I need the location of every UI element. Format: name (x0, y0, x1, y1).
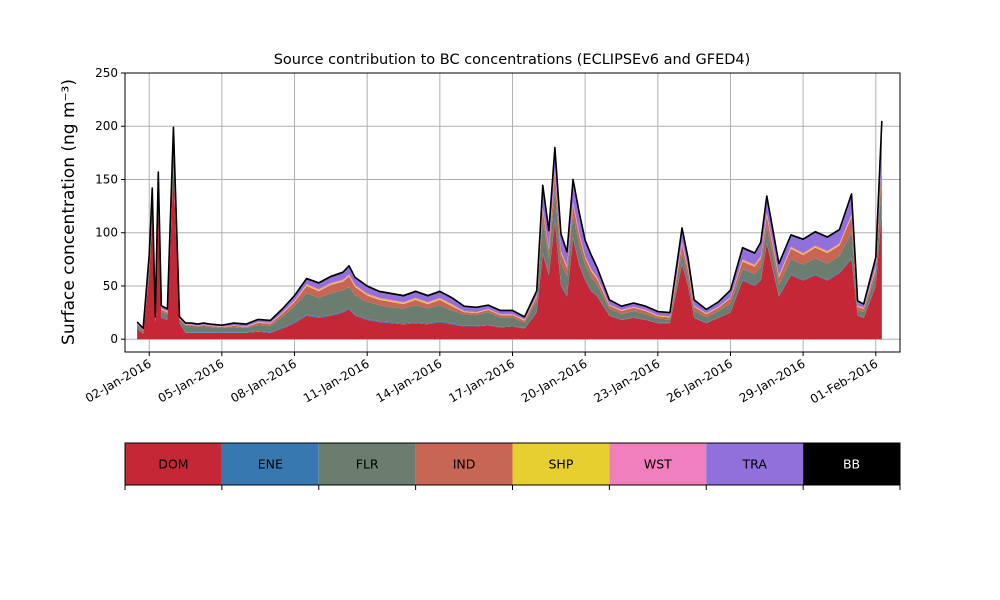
legend-swatch-bb (803, 443, 900, 485)
x-tick-label: 01-Feb-2016 (808, 356, 881, 406)
x-tick-label: 08-Jan-2016 (228, 356, 299, 405)
legend-label-ene: ENE (258, 457, 283, 472)
y-axis-label: Surface concentration (ng m⁻³) (59, 79, 79, 345)
legend-label-flr: FLR (356, 457, 379, 472)
legend-label-wst: WST (644, 457, 672, 472)
legend-swatch-flr (318, 443, 416, 485)
y-tick-label: 250 (95, 66, 118, 80)
total-line-layer (136, 120, 883, 330)
y-tick-label: 50 (103, 279, 118, 293)
area-dom (137, 168, 882, 340)
axis-layer: 0 50 100 150 200 250 02-Jan-2016 05-Jan-2016 08-… (83, 66, 901, 406)
legend-label-bb: BB (843, 457, 860, 472)
legend-label-tra: TRA (742, 457, 768, 472)
chart-title: Source contribution to BC concentrations… (274, 52, 751, 68)
legend-swatch-tra (706, 443, 804, 485)
y-tick-label: 0 (110, 332, 118, 346)
x-tick-label: 02-Jan-2016 (83, 356, 154, 405)
legend: DOM ENE FLR IND SHP WST TRA BB (124, 442, 901, 490)
legend-swatch-wst (609, 443, 707, 485)
legend-swatch-ind (415, 443, 513, 485)
legend-swatch-dom (125, 443, 222, 485)
stacked-area-layer (137, 120, 882, 340)
y-tick-label: 100 (95, 226, 118, 240)
total-line (136, 120, 883, 330)
x-tick-label: 29-Jan-2016 (737, 356, 808, 405)
legend-label-shp: SHP (549, 457, 574, 472)
x-tick-label: 23-Jan-2016 (592, 356, 663, 405)
legend-label-dom: DOM (158, 457, 188, 472)
y-tick-label: 200 (95, 119, 118, 133)
legend-label-ind: IND (453, 457, 476, 472)
x-tick-label: 11-Jan-2016 (301, 356, 372, 405)
x-tick-label: 17-Jan-2016 (446, 356, 517, 405)
x-tick-label: 14-Jan-2016 (374, 356, 445, 405)
x-tick-label: 05-Jan-2016 (156, 356, 227, 405)
x-tick-label: 20-Jan-2016 (519, 356, 590, 405)
x-tick-label: 26-Jan-2016 (664, 356, 735, 405)
legend-swatch-ene (221, 443, 319, 485)
y-tick-label: 150 (95, 172, 118, 186)
legend-swatch-shp (512, 443, 610, 485)
